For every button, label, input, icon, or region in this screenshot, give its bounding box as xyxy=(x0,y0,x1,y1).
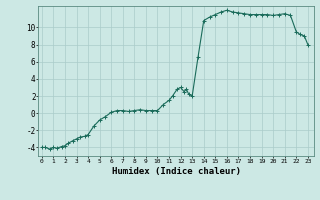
X-axis label: Humidex (Indice chaleur): Humidex (Indice chaleur) xyxy=(111,167,241,176)
